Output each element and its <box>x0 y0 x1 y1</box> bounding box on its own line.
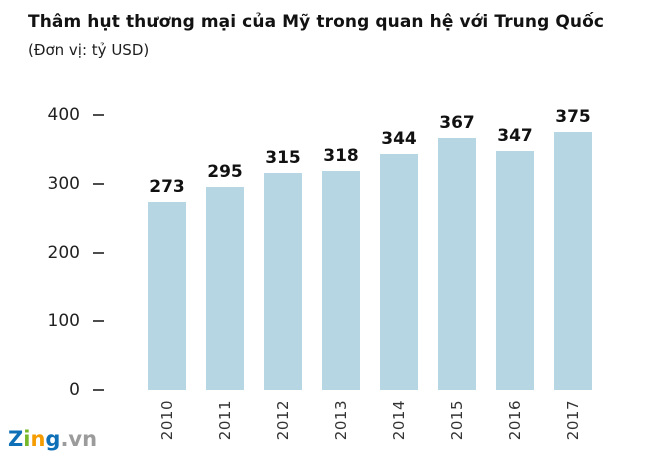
bar <box>264 173 302 390</box>
bar-value-label: 347 <box>497 126 533 147</box>
bar-value-label: 375 <box>555 107 591 128</box>
bar-column: 367 2015 <box>428 112 486 440</box>
x-axis-label: 2014 <box>390 400 408 441</box>
y-tick-label: 0 <box>69 380 80 400</box>
bar-column: 318 2013 <box>312 115 370 440</box>
x-axis-label-wrap: 2013 <box>312 400 370 440</box>
y-axis: 400 300 200 100 0 <box>0 105 104 400</box>
y-tick-mark <box>93 182 104 185</box>
y-tick-label: 400 <box>47 105 80 125</box>
x-axis-label: 2013 <box>332 400 350 441</box>
bar-column: 347 2016 <box>486 115 544 440</box>
bar-column: 344 2014 <box>370 115 428 440</box>
x-axis-label-wrap: 2016 <box>486 400 544 440</box>
y-tick: 100 <box>40 311 104 331</box>
chart-subtitle: (Đơn vị: tỷ USD) <box>28 41 150 59</box>
bar-column: 315 2012 <box>254 115 312 440</box>
y-tick-label: 100 <box>47 311 80 332</box>
bar <box>496 151 534 390</box>
x-axis-label-wrap: 2010 <box>138 400 196 440</box>
logo-suffix: .vn <box>60 427 98 451</box>
y-tick: 400 <box>40 105 104 125</box>
logo-letter: i <box>23 427 31 451</box>
x-axis-label-wrap: 2015 <box>428 400 486 440</box>
y-tick-label: 200 <box>47 242 80 263</box>
bar <box>438 137 476 390</box>
bar-column: 273 2010 <box>138 115 196 440</box>
bar-value-label: 367 <box>439 112 475 133</box>
bar-value-label: 318 <box>323 146 359 167</box>
y-tick: 200 <box>40 243 104 263</box>
bar-value-label: 315 <box>265 148 301 169</box>
bar <box>148 202 186 390</box>
bar <box>554 132 592 390</box>
bar <box>322 171 360 390</box>
x-axis-label: 2010 <box>158 400 176 441</box>
x-axis-label: 2011 <box>216 400 234 441</box>
bar-chart: 400 300 200 100 0 273 2010 295 2011 315 2012 318 20… <box>0 105 660 440</box>
bar-value-label: 273 <box>149 177 185 198</box>
logo-letter: n <box>30 427 46 451</box>
y-tick-mark <box>93 251 104 254</box>
x-axis-label-wrap: 2014 <box>370 400 428 440</box>
x-axis-label: 2016 <box>506 400 524 441</box>
y-tick-mark <box>93 389 104 391</box>
y-tick: 0 <box>40 380 104 400</box>
x-axis-label-wrap: 2011 <box>196 400 254 440</box>
y-tick-mark <box>93 320 104 323</box>
bar-column: 295 2011 <box>196 115 254 440</box>
x-axis-label: 2015 <box>448 400 466 441</box>
bar <box>380 153 418 390</box>
bar-value-label: 344 <box>381 128 417 149</box>
x-axis-label: 2012 <box>274 400 292 441</box>
y-tick-label: 300 <box>47 173 80 194</box>
zing-logo: Zing.vn <box>8 429 97 450</box>
logo-letter: Z <box>8 427 24 451</box>
bar-value-label: 295 <box>207 162 243 183</box>
x-axis-label-wrap: 2012 <box>254 400 312 440</box>
bar-column: 375 2017 <box>544 109 602 440</box>
y-tick-mark <box>93 114 104 116</box>
bar <box>206 187 244 390</box>
x-axis-label: 2017 <box>564 400 582 441</box>
y-tick: 300 <box>40 174 104 194</box>
logo-letter: g <box>45 427 61 451</box>
chart-title: Thâm hụt thương mại của Mỹ trong quan hệ… <box>28 12 605 32</box>
x-axis-label-wrap: 2017 <box>544 400 602 440</box>
plot-area: 273 2010 295 2011 315 2012 318 2013 344 2014 367 20… <box>138 109 602 440</box>
